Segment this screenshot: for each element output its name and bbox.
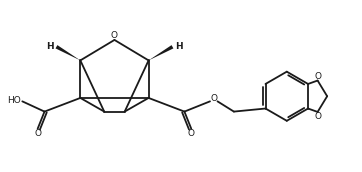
Text: O: O — [211, 94, 218, 104]
Text: O: O — [34, 129, 41, 138]
Text: HO: HO — [7, 96, 21, 105]
Text: O: O — [315, 111, 321, 121]
Text: H: H — [46, 42, 54, 51]
Text: O: O — [315, 72, 321, 81]
Text: O: O — [188, 129, 195, 138]
Polygon shape — [148, 45, 173, 60]
Polygon shape — [55, 45, 80, 60]
Text: O: O — [111, 31, 118, 40]
Text: H: H — [175, 42, 182, 51]
